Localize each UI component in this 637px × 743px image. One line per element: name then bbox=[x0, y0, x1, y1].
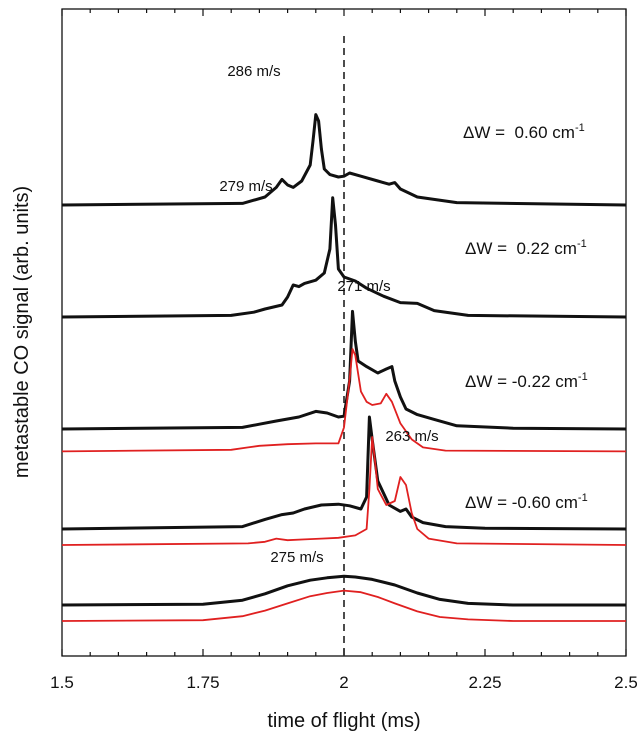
x-tick-label: 1.5 bbox=[50, 673, 74, 692]
traces-layer bbox=[61, 113, 627, 622]
x-tick-label: 2.5 bbox=[614, 673, 637, 692]
x-axis-title: time of flight (ms) bbox=[267, 710, 420, 732]
x-tick-label: 2.25 bbox=[468, 673, 501, 692]
trace-black-6 bbox=[61, 574, 626, 607]
delta-w-label: ΔW = 0.22 cm-1 bbox=[465, 238, 587, 258]
y-axis-title: metastable CO signal (arb. units) bbox=[11, 186, 33, 478]
x-tick-label: 2 bbox=[339, 673, 348, 692]
peak-velocity-label: 271 m/s bbox=[337, 278, 390, 295]
delta-w-label: ΔW = -0.22 cm-1 bbox=[465, 371, 588, 391]
x-tick-label: 1.75 bbox=[186, 673, 219, 692]
delta-w-label: ΔW = -0.60 cm-1 bbox=[465, 492, 588, 512]
trace-black-2 bbox=[61, 309, 627, 431]
labels-layer: 286 m/s ΔW = 0.60 cm-1 279 m/s ΔW = 0.22 cm… bbox=[219, 63, 587, 566]
trace-black-4 bbox=[61, 415, 627, 531]
trace-red-3 bbox=[61, 348, 627, 453]
ticks-layer: 1.5 1.75 2 2.25 2.5 bbox=[50, 9, 637, 692]
trace-red-7 bbox=[61, 589, 626, 622]
peak-velocity-label: 286 m/s bbox=[227, 63, 280, 80]
trace-red-5 bbox=[61, 436, 627, 546]
delta-w-label: ΔW = 0.60 cm-1 bbox=[463, 122, 585, 142]
peak-velocity-label: 279 m/s bbox=[219, 178, 272, 195]
peak-velocity-label: 263 m/s bbox=[385, 428, 438, 445]
trace-black-0 bbox=[61, 113, 627, 207]
trace-black-1 bbox=[61, 196, 627, 319]
peak-velocity-label: 275 m/s bbox=[270, 549, 323, 566]
